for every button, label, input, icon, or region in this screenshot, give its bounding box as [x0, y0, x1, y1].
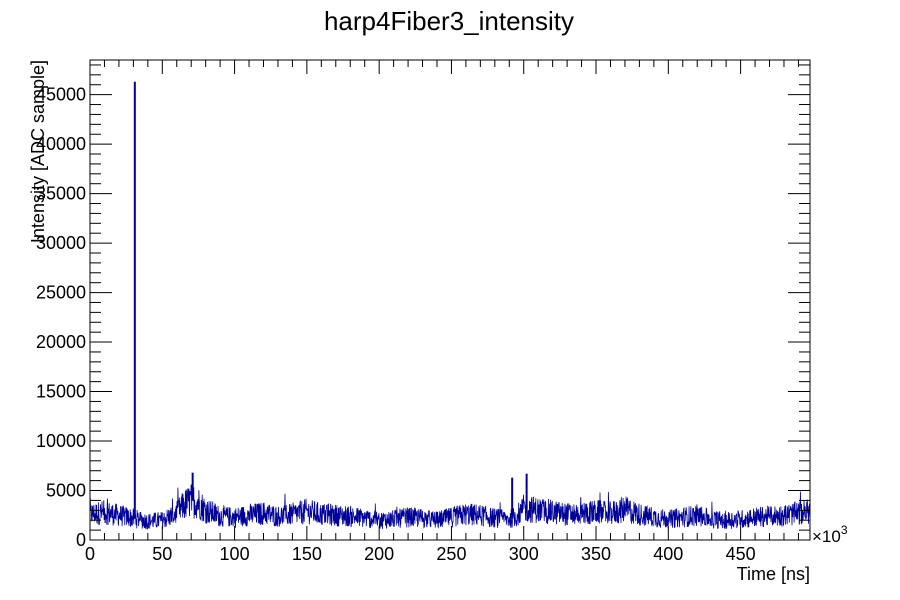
- plot-frame: [89, 59, 811, 541]
- x-multiplier-base: ×10: [812, 527, 841, 546]
- series-line: [89, 483, 811, 530]
- x-axis: 0 50 100 150 200 250 300 350 400 450: [85, 60, 799, 564]
- x-axis-multiplier: ×103: [812, 523, 848, 546]
- x-tick-label: 200: [364, 544, 394, 564]
- y-tick-label: 15000: [36, 382, 86, 402]
- y-tick-label: 10000: [36, 431, 86, 451]
- x-tick-label: 250: [436, 544, 466, 564]
- y-tick-label: 0: [76, 530, 86, 550]
- y-tick-label: 30000: [36, 233, 86, 253]
- chart-title: harp4Fiber3_intensity: [324, 6, 574, 36]
- y-tick-label: 20000: [36, 332, 86, 352]
- y-tick-label: 25000: [36, 283, 86, 303]
- x-axis-label: Time [ns]: [737, 564, 810, 584]
- y-axis: 0 5000 10000 15000 20000 25000 30000 35000 40000…: [36, 64, 810, 550]
- y-tick-label: 40000: [36, 134, 86, 154]
- x-tick-label: 100: [220, 544, 250, 564]
- y-axis-label: Intensity [ADC sample]: [28, 60, 48, 243]
- x-tick-label: 150: [292, 544, 322, 564]
- x-tick-label: 50: [152, 544, 172, 564]
- y-tick-label: 5000: [46, 481, 86, 501]
- x-tick-label: 450: [726, 544, 756, 564]
- series-layer: [89, 81, 811, 530]
- x-tick-label: 300: [509, 544, 539, 564]
- x-tick-label: 350: [581, 544, 611, 564]
- y-tick-label: 45000: [36, 85, 86, 105]
- x-tick-label: 400: [653, 544, 683, 564]
- x-tick-label: 0: [85, 544, 95, 564]
- x-multiplier-exponent: 3: [841, 523, 848, 537]
- y-tick-label: 35000: [36, 184, 86, 204]
